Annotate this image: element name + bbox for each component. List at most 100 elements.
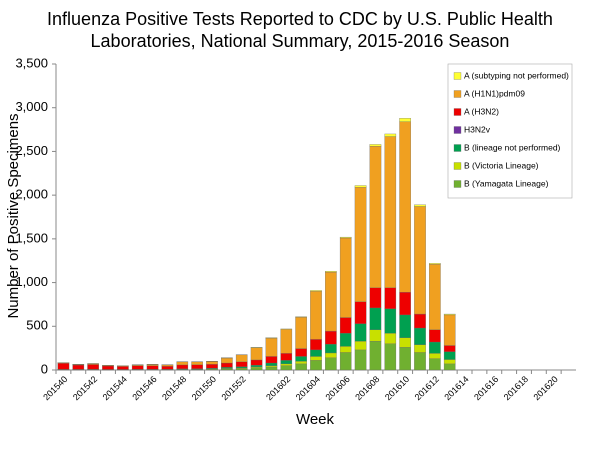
x-tick-label: 201610 — [383, 374, 411, 402]
bar-segment — [280, 363, 293, 366]
x-tick-label: 201540 — [41, 374, 69, 402]
bar-segment — [295, 348, 307, 357]
bar-segment — [399, 121, 411, 293]
x-tick-label: 201614 — [442, 374, 470, 402]
y-tick-label: 500 — [26, 318, 48, 333]
y-tick-label: 3,000 — [15, 99, 48, 114]
bar-segment — [369, 340, 382, 371]
x-tick-label: 201602 — [264, 374, 292, 402]
bar-segment — [384, 287, 397, 309]
bar-segment — [414, 327, 426, 345]
bar-segment — [325, 357, 337, 371]
bar-segment — [191, 361, 203, 365]
bar-segment — [176, 361, 189, 366]
x-axis-label: Week — [296, 411, 335, 428]
bar-segment — [325, 344, 337, 354]
bar-segment — [325, 271, 337, 332]
bar-segment — [146, 365, 159, 370]
bar-segment — [339, 333, 352, 347]
bar-segment — [443, 351, 456, 360]
bar-segment — [443, 314, 456, 346]
bar-segment — [354, 340, 367, 351]
x-tick-label: 201548 — [160, 374, 188, 402]
x-tick-label: 201542 — [71, 374, 99, 402]
legend-label: A (subtyping not performed) — [464, 70, 569, 80]
x-tick-label: 201618 — [502, 374, 530, 402]
bar-segment — [369, 144, 382, 147]
bar-segment — [384, 133, 397, 137]
bar-segment — [310, 356, 322, 361]
bar-segment — [325, 271, 337, 273]
bar-segment — [280, 329, 293, 354]
bar-segment — [399, 347, 411, 371]
bar-segment — [161, 366, 174, 370]
legend-box — [447, 63, 573, 199]
bar-segment — [206, 364, 218, 369]
bar-segment — [102, 365, 114, 370]
bar-segment — [146, 364, 159, 366]
bar-segment — [339, 236, 352, 239]
x-tick-label: 201608 — [353, 374, 381, 402]
bar-segment — [384, 333, 397, 344]
bar-segment — [339, 352, 352, 371]
legend-swatch — [453, 180, 462, 188]
bar-segment — [399, 314, 411, 338]
bar-segment — [280, 353, 293, 361]
bar-segment — [414, 313, 426, 329]
bar-segment — [235, 361, 248, 367]
bar-segment — [384, 136, 397, 288]
x-tick-label: 201620 — [531, 374, 559, 402]
bar-segment — [235, 354, 248, 363]
bar-segment — [72, 364, 85, 370]
bar-segment — [369, 329, 382, 342]
bar-segment — [250, 365, 263, 368]
bar-segment — [443, 363, 456, 371]
bar-segment — [369, 287, 382, 309]
bar-segment — [429, 353, 441, 359]
bar-segment — [131, 365, 144, 370]
y-tick-label: 2,500 — [15, 143, 48, 158]
legend-swatch — [453, 126, 462, 134]
bar-segment — [354, 301, 367, 324]
bar-segment — [414, 204, 426, 207]
y-tick-label: 0 — [41, 361, 48, 376]
legend-label: B (Victoria Lineage) — [464, 160, 539, 170]
bar-segment — [250, 359, 263, 366]
bar-segment — [310, 360, 322, 371]
bar-segment — [265, 337, 278, 357]
bar-segment — [414, 352, 426, 371]
bar-segment — [429, 329, 441, 343]
legend-label: A (H3N2) — [464, 106, 499, 116]
bar-segment — [354, 185, 367, 188]
bar-segment — [429, 264, 441, 330]
bar-segment — [310, 339, 322, 351]
bar-segment — [369, 307, 382, 330]
bar-segment — [325, 352, 337, 358]
bar-segment — [310, 290, 322, 292]
legend-swatch — [453, 72, 462, 80]
bar-segment — [443, 359, 456, 365]
legend-swatch — [453, 90, 462, 98]
y-tick-label: 1,000 — [15, 274, 48, 289]
bar-segment — [354, 323, 367, 342]
y-tick-label: 1,500 — [15, 230, 48, 245]
bar-segment — [221, 357, 233, 364]
bar-segment — [250, 367, 263, 371]
x-tick-label: 201550 — [190, 374, 218, 402]
bar-segment — [235, 366, 248, 369]
bar-segment — [414, 206, 426, 315]
bar-segment — [310, 349, 322, 357]
bar-segment — [429, 358, 441, 371]
bar-segment — [429, 263, 441, 265]
bar-segment — [265, 366, 278, 371]
legend-swatch — [453, 144, 462, 152]
legend-label: H3N2v — [464, 124, 491, 134]
bar-segment — [265, 365, 278, 368]
bar-segment — [235, 368, 248, 371]
bar-segment — [295, 361, 307, 365]
bar-segment — [280, 360, 293, 365]
bar-segment — [265, 356, 278, 364]
legend-label: B (Yamagata Lineage) — [464, 178, 549, 188]
